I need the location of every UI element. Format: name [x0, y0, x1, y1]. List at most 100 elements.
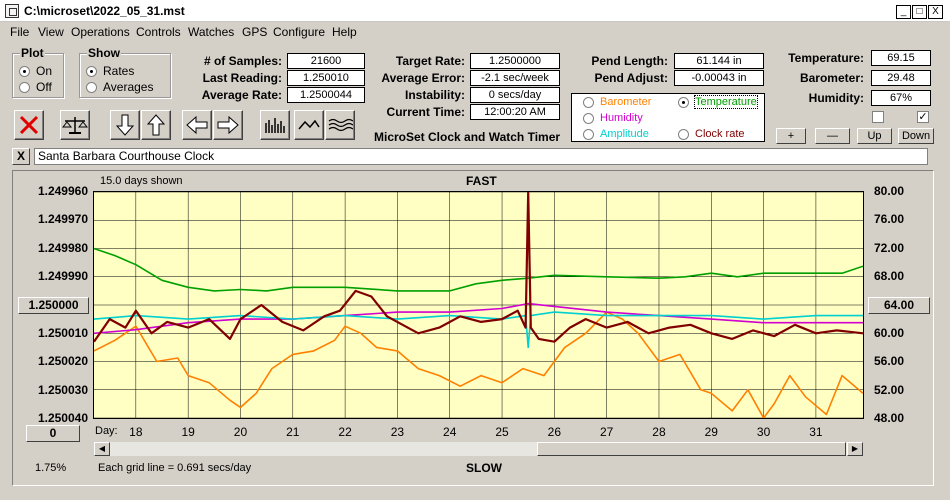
x-tick-label: 30: [756, 425, 771, 439]
legend-barometer[interactable]: Barometer: [583, 96, 651, 108]
menu-controls[interactable]: Controls: [136, 25, 181, 39]
legend-barometer-label: Barometer: [600, 96, 652, 108]
current-time-label: Current Time:: [386, 105, 465, 119]
wave-view-button[interactable]: [325, 110, 355, 140]
right-arrow-button[interactable]: [213, 110, 243, 140]
y-left-tick: 1.250020: [37, 354, 88, 368]
menu-view[interactable]: View: [38, 25, 64, 39]
maximize-button[interactable]: □: [912, 5, 927, 19]
balance-button[interactable]: [60, 110, 90, 140]
minimize-button[interactable]: _: [896, 5, 911, 19]
close-button[interactable]: X: [928, 5, 943, 19]
legend-clock-rate-radio: [678, 128, 689, 140]
y-left-tick: 1.249970: [37, 212, 88, 226]
x-tick-label: 27: [599, 425, 614, 439]
legend-barometer-radio: [583, 96, 594, 108]
legend-amplitude-label: Amplitude: [600, 128, 649, 140]
left-arrow-button[interactable]: [182, 110, 212, 140]
legend-temperature[interactable]: Temperature: [678, 95, 758, 109]
legend-clock-rate[interactable]: Clock rate: [678, 128, 745, 140]
target-rate-value: 1.2500000: [470, 53, 560, 69]
legend-amplitude-radio: [583, 128, 594, 140]
stop-button[interactable]: [14, 110, 44, 140]
menu-gps[interactable]: GPS: [242, 25, 268, 39]
y-right-tick: 60.00: [874, 326, 905, 340]
show-rates-label: Rates: [103, 64, 135, 78]
y-left-reset-button[interactable]: 0: [26, 425, 80, 442]
show-rates-radio[interactable]: Rates: [86, 64, 134, 78]
legend-amplitude[interactable]: Amplitude: [583, 128, 649, 140]
menu-file[interactable]: File: [10, 25, 30, 39]
line-view-button[interactable]: [294, 110, 324, 140]
down-button[interactable]: Down: [898, 128, 934, 144]
radio-off-indicator: [19, 81, 30, 93]
scroll-thumb[interactable]: [537, 442, 846, 456]
chart-frame: [12, 170, 934, 486]
average-error-value: -2.1 sec/week: [470, 70, 560, 86]
y-left-tick: 1.249990: [37, 269, 88, 283]
y-left-tick: 1.249980: [37, 241, 88, 255]
samples-value: 21600: [287, 53, 365, 69]
menu-operations[interactable]: Operations: [71, 25, 130, 39]
radio-rates-indicator: [86, 65, 97, 77]
show-group-title: Show: [87, 46, 121, 60]
series-line-amplitude: [94, 311, 863, 349]
temperature-value: 69.15: [871, 50, 931, 66]
y-left-tick: 1.250010: [37, 326, 88, 340]
clock-name-field[interactable]: Santa Barbara Courthouse Clock: [34, 148, 928, 165]
pend-adjust-label: Pend Adjust:: [594, 71, 668, 85]
menu-configure[interactable]: Configure: [273, 25, 326, 39]
y-left-center-button[interactable]: 1.250000: [18, 297, 89, 314]
legend-temperature-radio: [678, 96, 689, 108]
plot-group: Plot On Off: [12, 46, 64, 98]
y-right-center-button[interactable]: 64.00: [868, 297, 930, 314]
legend-humidity-radio: [583, 112, 594, 124]
plot-on-radio[interactable]: On: [19, 64, 52, 78]
bar-view-button[interactable]: [260, 110, 290, 140]
line-chart-icon: [298, 119, 320, 130]
plot-group-title: Plot: [20, 46, 45, 60]
x-tick-label: 31: [809, 425, 823, 439]
y-left-tick: 1.250030: [37, 383, 88, 397]
show-averages-radio[interactable]: Averages: [86, 80, 153, 94]
menu-help[interactable]: Help: [332, 25, 357, 39]
slow-label: SLOW: [466, 461, 502, 475]
average-rate-value: 1.2500044: [287, 87, 365, 103]
up-button[interactable]: Up: [857, 128, 892, 144]
menu-watches[interactable]: Watches: [188, 25, 235, 39]
up-arrow-button[interactable]: [141, 110, 171, 140]
horizontal-scrollbar[interactable]: ◀ ▶: [93, 441, 864, 457]
x-tick-label: 23: [390, 425, 405, 439]
x-tick-label: 22: [338, 425, 352, 439]
days-shown-label: 15.0 days shown: [100, 175, 183, 187]
x-tick-label: 24: [443, 425, 457, 439]
scroll-left-arrow[interactable]: ◀: [94, 442, 110, 456]
legend-humidity[interactable]: Humidity: [583, 112, 643, 124]
current-time-value: 12:00:20 AM: [470, 104, 560, 120]
show-averages-label: Averages: [103, 80, 154, 94]
plot-off-radio[interactable]: Off: [19, 80, 52, 94]
plot-on-label: On: [36, 64, 53, 78]
barometer-value: 29.48: [871, 70, 931, 86]
x-tick-label: 25: [495, 425, 509, 439]
down-arrow-button[interactable]: [110, 110, 140, 140]
x-tick-label: 26: [547, 425, 562, 439]
bottom-left-percent: 1.75%: [35, 462, 67, 474]
radio-on-indicator: [19, 65, 30, 77]
samples-label: # of Samples:: [203, 54, 282, 68]
scroll-right-arrow[interactable]: ▶: [847, 442, 863, 456]
minus-button[interactable]: —: [815, 128, 850, 144]
clear-name-button[interactable]: X: [12, 148, 30, 165]
y-right-tick: 76.00: [874, 212, 905, 226]
target-rate-label: Target Rate:: [395, 54, 465, 68]
last-reading-value: 1.250010: [287, 70, 365, 86]
y-right-tick: 72.00: [874, 241, 905, 255]
chart-svg: [94, 192, 863, 418]
plus-button[interactable]: +: [776, 128, 806, 144]
y-right-tick: 68.00: [874, 269, 905, 283]
pend-length-label: Pend Length:: [591, 54, 668, 68]
humidity-label: Humidity:: [808, 91, 864, 105]
arrow-down-icon: [115, 114, 135, 136]
checkbox-2[interactable]: ✓: [917, 111, 929, 123]
checkbox-1[interactable]: [872, 111, 884, 123]
